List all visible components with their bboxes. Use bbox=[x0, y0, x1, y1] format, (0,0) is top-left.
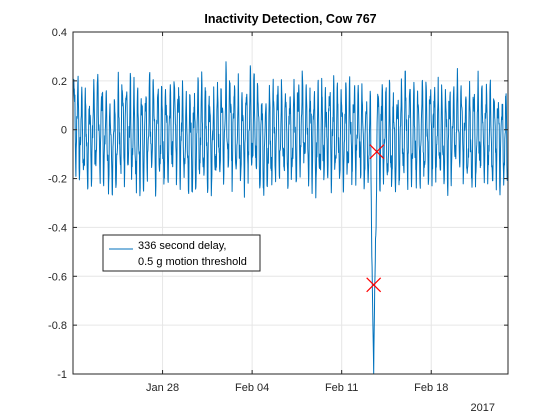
event-marker-1 bbox=[369, 144, 385, 160]
y-axis: 0.4 0.2 0 -0.2 -0.4 -0.6 -0.8 -1 bbox=[48, 27, 508, 381]
legend-label-line-2: 0.5 g motion threshold bbox=[138, 256, 247, 268]
x-axis-year-label: 2017 bbox=[471, 402, 495, 414]
event-marker-stroke bbox=[369, 144, 385, 160]
chart-title: Inactivity Detection, Cow 767 bbox=[204, 12, 376, 26]
y-tick-label: 0 bbox=[61, 125, 67, 137]
series-layer bbox=[72, 61, 509, 375]
legend-label-line-1: 336 second delay, bbox=[138, 240, 226, 252]
y-tick-label: -0.6 bbox=[48, 271, 67, 283]
y-tick-label: -0.4 bbox=[48, 222, 67, 234]
x-tick-label: Jan 28 bbox=[146, 382, 179, 394]
y-tick-label: -0.8 bbox=[48, 320, 67, 332]
x-axis: Jan 28 Feb 04 Feb 11 Feb 18 bbox=[146, 32, 448, 394]
series-line-0 bbox=[72, 61, 509, 375]
event-marker-0 bbox=[366, 277, 382, 293]
axes-background bbox=[73, 32, 508, 374]
y-tick-label: -0.2 bbox=[48, 174, 67, 186]
legend-box bbox=[102, 234, 261, 272]
marker-layer bbox=[366, 144, 385, 293]
axes-frame bbox=[72, 31, 509, 375]
plot-area bbox=[72, 31, 509, 375]
x-tick-label: Feb 18 bbox=[414, 382, 448, 394]
y-tick-label: 0.2 bbox=[52, 76, 67, 88]
x-tick-label: Feb 11 bbox=[325, 382, 358, 394]
y-tick-label: 0.4 bbox=[52, 27, 67, 39]
y-tick-label: -1 bbox=[57, 369, 67, 381]
event-marker-stroke bbox=[366, 277, 382, 293]
x-tick-label: Feb 04 bbox=[235, 382, 269, 394]
legend: 336 second delay, 0.5 g motion threshold bbox=[102, 234, 261, 272]
